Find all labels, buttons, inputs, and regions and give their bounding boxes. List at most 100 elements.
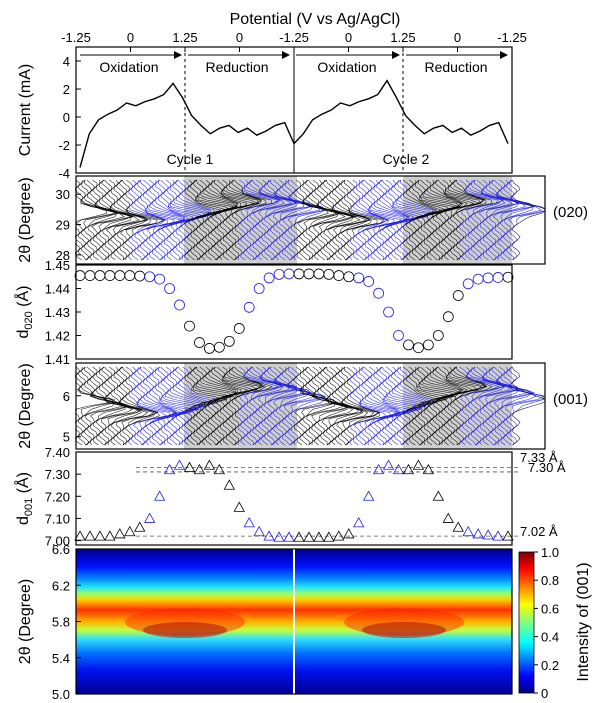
y-tick-label: 6 [63,389,70,404]
d020-point [94,270,106,281]
d001-point [273,531,285,542]
d001-point [392,463,405,475]
d020-point [184,320,195,332]
trace [499,366,537,446]
d001-point [94,530,106,541]
trace [402,366,439,446]
top-axis-title: Potential (V vs Ag/AgCl) [230,11,401,28]
d001-point [492,530,504,541]
trace [511,366,545,446]
d020-point [472,273,484,285]
trace [434,366,474,446]
panel-frame [75,451,513,546]
trace [281,179,321,261]
trace [234,179,272,261]
d001-point [412,459,425,470]
trace [239,179,282,261]
d001-point [243,517,255,528]
d020-point [154,273,166,285]
trace [502,366,545,446]
trace [201,366,237,446]
d001-point [313,531,325,542]
d020-point [134,270,146,282]
annotation-oxidation: Oxidation [317,59,376,75]
trace [494,366,536,446]
trace [86,179,125,261]
trace [372,366,411,446]
trace [207,366,242,446]
trace [508,179,545,261]
d020-point [462,278,474,290]
trace [242,366,283,446]
trace [287,179,327,261]
trace [479,366,520,446]
trace [142,366,178,446]
d020-point [174,299,185,311]
trace [219,366,261,446]
d020-point [482,272,494,284]
peak-label-001: (001) [553,391,588,408]
y-tick-label: 2 [63,82,70,97]
top-tick-label: 0 [345,30,352,45]
d020-point [213,341,225,353]
y-tick-label: 0 [63,110,70,125]
trace [248,179,285,261]
waterfall-traces [75,179,545,261]
trace [183,366,226,446]
trace [290,179,326,261]
annotation-reduction: Reduction [205,59,268,75]
trace [505,366,545,446]
d020-point [144,271,156,283]
trace [411,179,452,261]
top-tick-label: 0 [454,30,461,45]
colorbar-title: Intensity of (001) [575,562,592,681]
d001-point [402,463,415,475]
d001-point [333,530,345,541]
d020-point [114,270,126,281]
y-tick-label: 5.8 [52,615,70,630]
reference-label: 7.30 Å [528,460,566,475]
trace [118,179,158,261]
d001-point [472,528,484,539]
trace [293,179,329,261]
y-tick-label: 7.40 [45,445,70,460]
trace [364,366,400,446]
y-tick-label: 1.44 [45,282,70,297]
d020-point [452,290,464,301]
d020-point [422,339,434,351]
trace [145,366,182,446]
d020-point [492,272,504,283]
top-tick-label: 0 [236,30,243,45]
d020-point [293,268,305,280]
trace [301,366,336,446]
trace [210,179,248,261]
d001-point [104,530,116,541]
d001-point [233,501,245,512]
d020-point [283,268,295,280]
trace [473,367,510,446]
colorbar [518,551,535,694]
top-tick-label: 1.25 [172,30,197,45]
trace [186,366,228,446]
y-tick-label: 1.41 [45,352,70,367]
trace [192,179,234,261]
y-tick-label: 1.42 [45,329,70,344]
d001-point [442,512,454,523]
trace [337,366,380,446]
trace [431,366,468,446]
d020-point [263,272,275,284]
trace [287,366,323,446]
trace [479,179,521,261]
d001-point [303,531,315,542]
d001-point [323,531,335,542]
trace [213,366,255,446]
d001-point [283,531,295,542]
trace [252,366,289,446]
d020-point [104,270,116,281]
trace [349,179,390,261]
trace [210,366,248,446]
annotation-reduction: Reduction [424,59,487,75]
trace [75,366,113,446]
d020-point [84,270,96,281]
